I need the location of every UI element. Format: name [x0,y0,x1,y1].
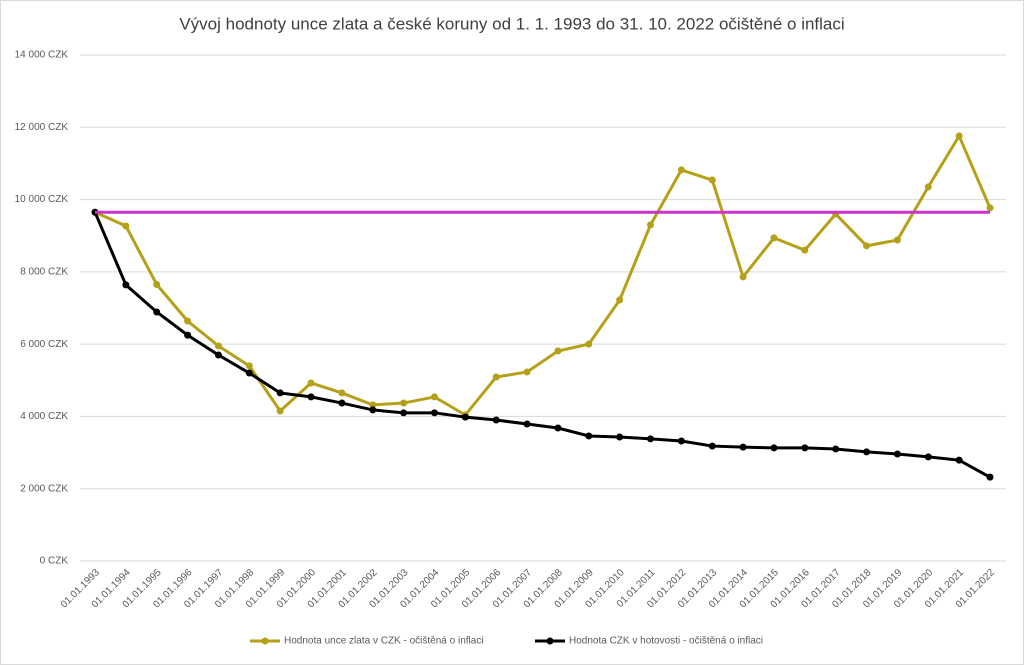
data-point [647,435,655,443]
y-tick-label: 8 000 CZK [20,266,68,277]
data-point [863,448,871,456]
data-point [801,444,809,452]
data-point [492,416,500,424]
data-point [585,432,593,440]
y-tick-label: 12 000 CZK [15,122,69,133]
legend-marker [546,637,554,645]
data-point [214,351,222,359]
y-tick-label: 6 000 CZK [20,339,68,350]
data-point [523,368,531,376]
y-tick-label: 0 CZK [40,556,69,567]
data-point [677,437,685,445]
data-point [184,317,192,325]
data-point [708,442,716,450]
data-point [122,222,130,230]
y-tick-label: 4 000 CZK [20,411,68,422]
data-point [276,407,284,415]
data-point [677,166,685,174]
data-point [338,399,346,407]
data-point [554,424,562,432]
data-point [801,246,809,254]
y-tick-label: 10 000 CZK [15,194,69,205]
data-point [369,406,377,414]
data-point [863,242,871,250]
data-point [461,413,469,421]
legend-marker [261,637,269,645]
data-point [770,234,778,242]
data-point [739,443,747,451]
data-point [554,347,562,355]
data-point [153,281,161,289]
data-point [338,389,346,397]
data-point [153,308,161,316]
data-point [924,453,932,461]
series-line [93,211,991,479]
data-point [832,445,840,453]
data-point [400,409,408,417]
data-point [955,456,963,464]
data-point [986,204,994,212]
data-point [184,331,192,339]
data-point [369,401,377,409]
data-point [430,393,438,401]
y-tick-label: 2 000 CZK [20,483,68,494]
data-point [492,373,500,381]
data-point [739,273,747,281]
data-point [245,362,253,370]
data-point [523,420,531,428]
data-point [986,473,994,481]
data-point [276,389,284,397]
data-point [616,296,624,304]
y-tick-label: 14 000 CZK [15,50,69,61]
data-point [585,340,593,348]
data-point [307,393,315,401]
data-point [647,221,655,229]
data-point [400,399,408,407]
data-point [770,444,778,452]
data-point [955,132,963,140]
legend-label: Hodnota CZK v hotovosti - očištěná o inf… [569,636,763,647]
data-point [307,379,315,387]
data-point [245,369,253,377]
data-point [924,183,932,191]
data-point [708,176,716,184]
series-line [94,132,992,417]
data-point [122,281,130,289]
legend-label: Hodnota unce zlata v CZK - očištěná o in… [284,636,484,647]
data-point [893,450,901,458]
chart-title: Vývoj hodnoty unce zlata a české koruny … [179,14,844,33]
data-point [616,433,624,441]
data-point [430,409,438,417]
data-point [893,236,901,244]
data-point [214,342,222,350]
